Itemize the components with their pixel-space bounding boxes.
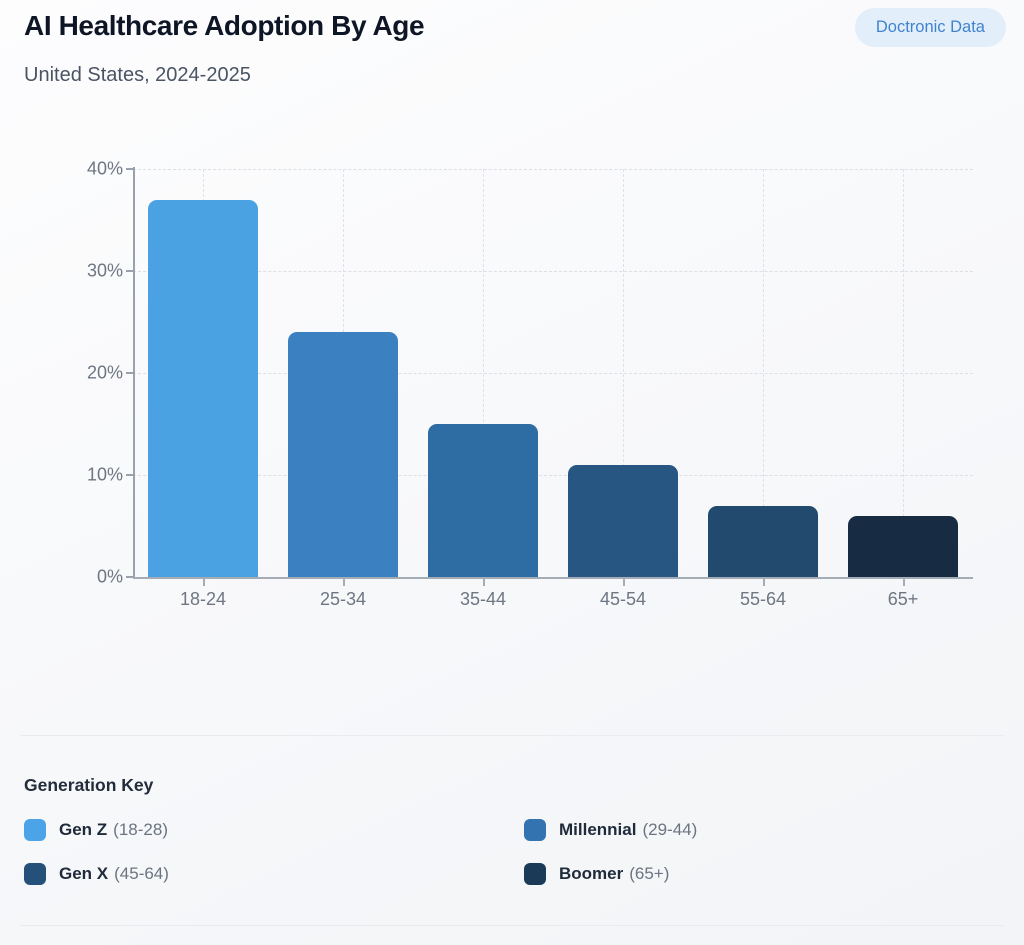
- legend-item-gen-x: Gen X (45-64): [24, 861, 524, 887]
- bar-25-34[interactable]: [288, 332, 398, 577]
- legend-name: Boomer: [559, 864, 624, 883]
- x-axis-label: 55-64: [739, 589, 787, 609]
- y-axis-label: 30%: [86, 260, 123, 281]
- y-axis-tick: [126, 270, 133, 272]
- divider-below-legend: [20, 925, 1004, 926]
- y-gridline: [133, 373, 973, 374]
- x-axis-label: 18-24: [179, 589, 227, 609]
- x-gridline: [763, 169, 764, 577]
- y-axis-tick: [126, 168, 133, 170]
- divider-above-legend: [20, 735, 1004, 736]
- y-axis-label: 0%: [96, 566, 123, 587]
- y-axis-label: 40%: [86, 158, 123, 179]
- legend-name: Gen X: [59, 864, 109, 883]
- legend-swatch-icon: [524, 819, 546, 841]
- x-axis-tick: [623, 579, 625, 586]
- legend-name: Millennial: [559, 820, 637, 839]
- bar-65+[interactable]: [848, 515, 958, 577]
- legend-range: (29-44): [642, 820, 698, 839]
- x-axis-line: [133, 577, 973, 579]
- y-axis-tick: [126, 576, 133, 578]
- x-axis-tick: [763, 579, 765, 586]
- y-gridline: [133, 271, 973, 272]
- bar-45-54[interactable]: [568, 464, 678, 577]
- page-title: AI Healthcare Adoption By Age: [24, 10, 425, 41]
- bar-18-24[interactable]: [148, 199, 258, 577]
- x-axis-tick: [483, 579, 485, 586]
- bar-55-64[interactable]: [708, 505, 818, 577]
- x-gridline: [903, 169, 904, 577]
- legend-item-gen-z: Gen Z (18-28): [24, 817, 524, 843]
- y-axis-tick: [126, 372, 133, 374]
- y-axis-line: [133, 167, 135, 577]
- x-gridline: [483, 169, 484, 577]
- legend-swatch-icon: [24, 819, 46, 841]
- legend-range: (18-28): [113, 820, 168, 839]
- legend-swatch-icon: [24, 863, 46, 885]
- legend-range: (65+): [629, 864, 670, 883]
- page-subtitle: United States, 2024-2025: [24, 64, 251, 86]
- bar-35-44[interactable]: [428, 424, 538, 577]
- legend: Gen Z (18-28) Millennial (29-44) Gen X (45-64…: [24, 817, 1000, 887]
- y-axis-tick: [126, 474, 133, 476]
- doctronic-data-badge[interactable]: Doctronic Data: [854, 8, 1006, 47]
- legend-heading: Generation Key: [24, 775, 154, 795]
- x-axis-label: 35-44: [459, 589, 507, 609]
- x-axis-tick: [903, 579, 905, 586]
- x-axis-label: 45-54: [599, 589, 647, 609]
- y-gridline: [133, 475, 973, 476]
- x-axis-tick: [203, 579, 205, 586]
- legend-range: (45-64): [114, 864, 169, 883]
- legend-name: Gen Z: [59, 820, 108, 839]
- y-gridline: [133, 169, 973, 170]
- x-axis-label: 25-34: [319, 589, 367, 609]
- legend-item-millennial: Millennial (29-44): [524, 817, 1000, 843]
- x-gridline: [623, 169, 624, 577]
- y-axis-label: 20%: [86, 362, 123, 383]
- x-axis-tick: [343, 579, 345, 586]
- legend-item-boomer: Boomer (65+): [524, 861, 1000, 887]
- x-axis-label: 65+: [887, 589, 919, 609]
- legend-swatch-icon: [524, 863, 546, 885]
- y-axis-label: 10%: [86, 464, 123, 485]
